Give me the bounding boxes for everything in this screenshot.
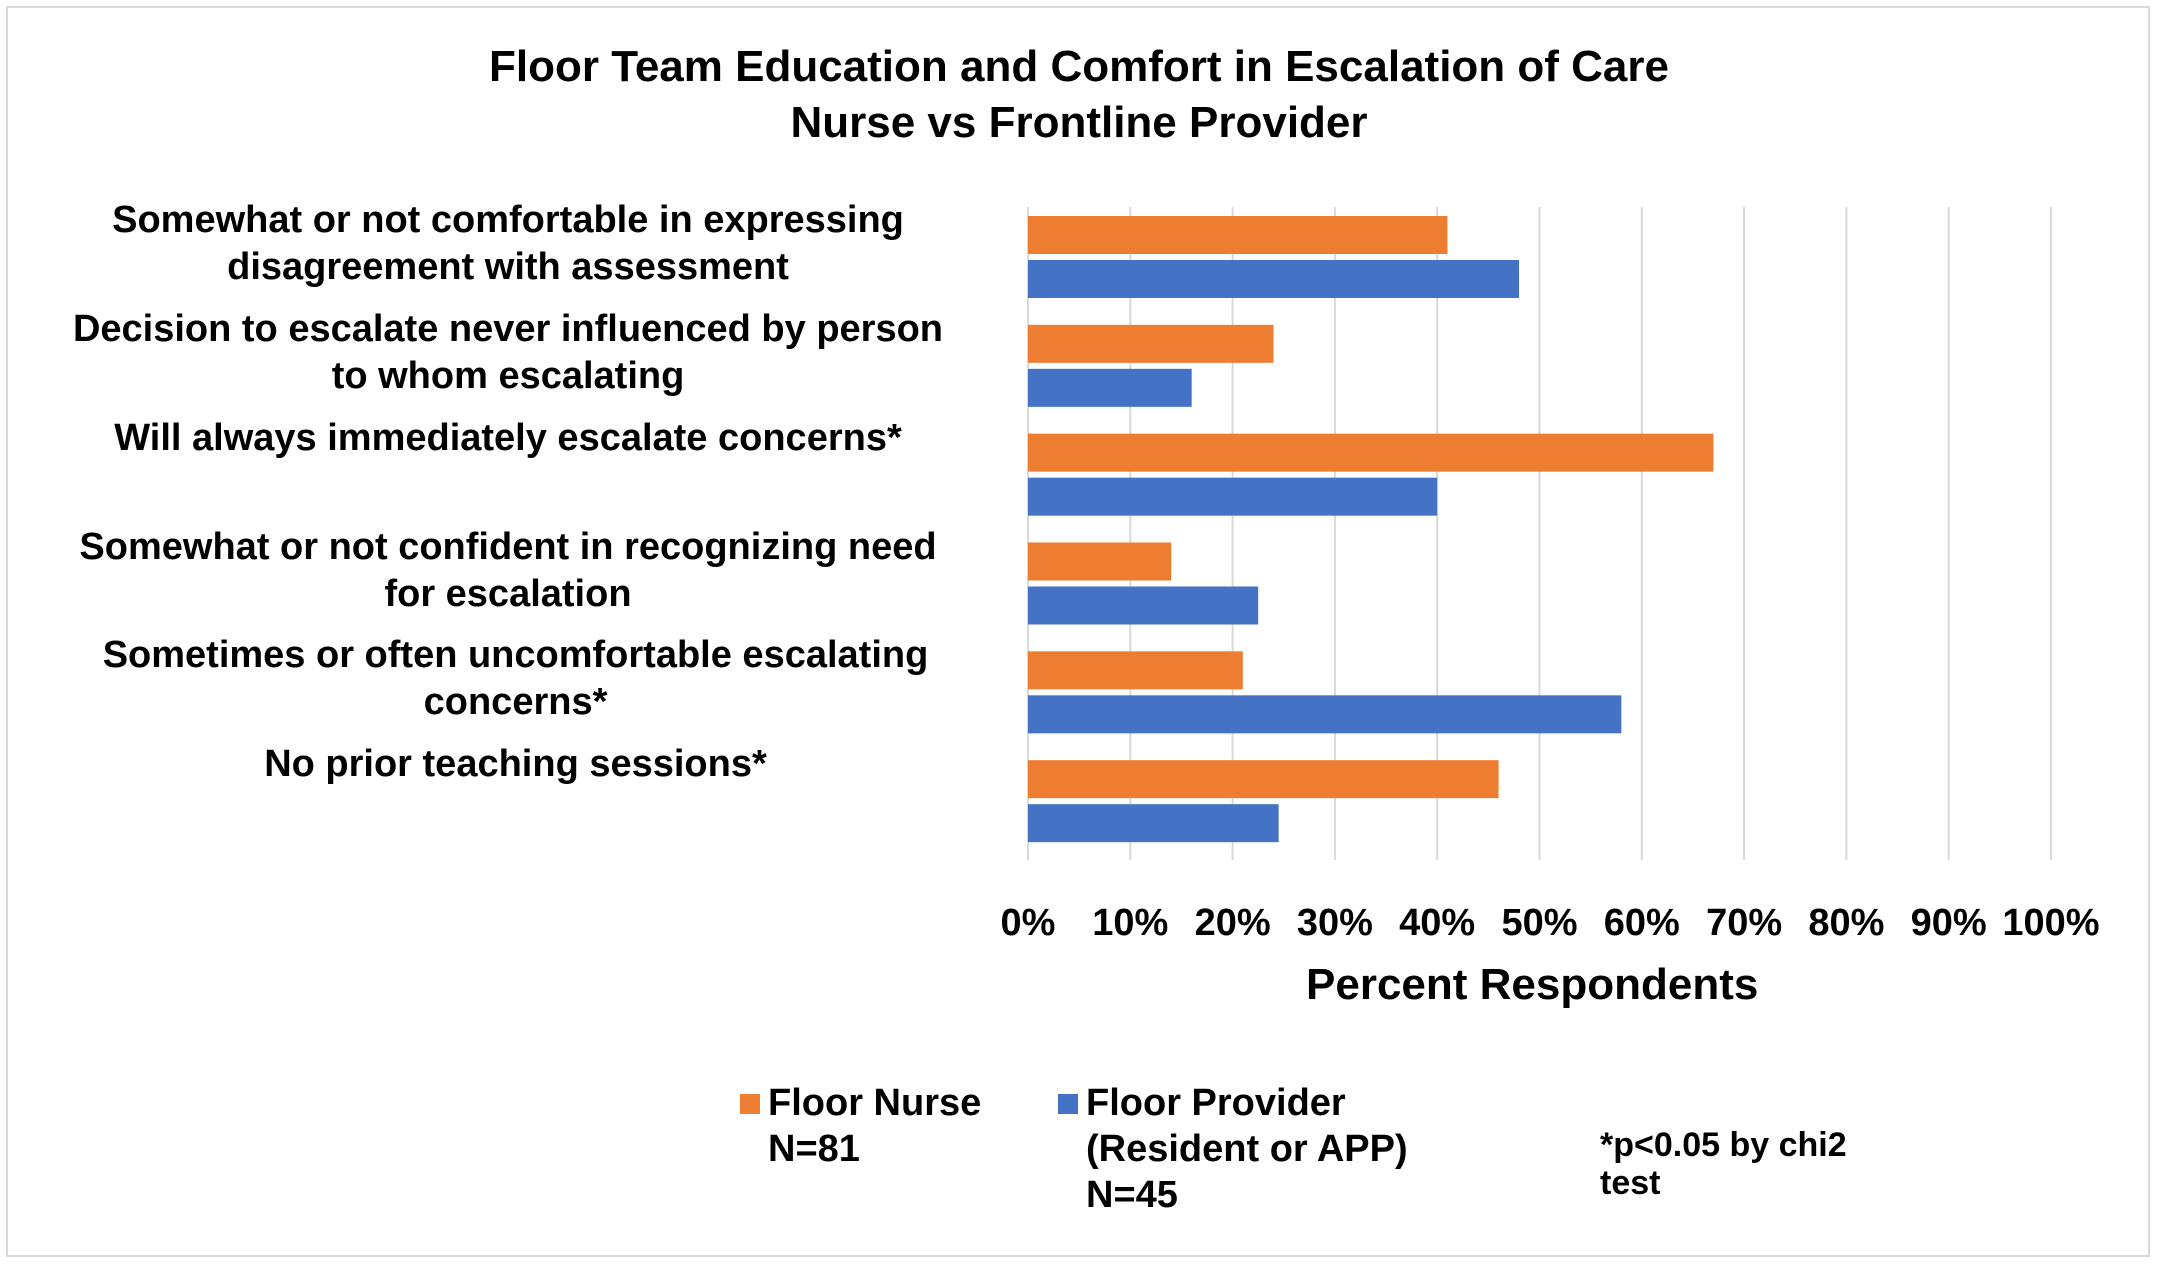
x-tick-label: 100% — [2002, 902, 2099, 944]
significance-footnote: *p<0.05 by chi2 test — [1600, 1126, 1847, 1202]
legend-label-floor-provider: Floor Provider (Resident or APP) N=45 — [1086, 1082, 1408, 1216]
chart-frame — [6, 6, 2150, 1257]
bar-series-floor-provider — [1028, 586, 1259, 625]
legend-label-floor-nurse: Floor Nurse N=81 — [768, 1082, 982, 1170]
chart-title: Floor Team Education and Comfort in Esca… — [489, 42, 1669, 91]
category-label-line: concerns* — [423, 681, 608, 724]
category-label: Sometimes or often uncomfortable escalat… — [28, 632, 1003, 726]
category-label: Will always immediately escalate concern… — [28, 415, 988, 462]
bar-series-floor-nurse — [1028, 433, 1714, 472]
category-label-line: Somewhat or not comfortable in expressin… — [112, 199, 904, 241]
category-label-line: Sometimes or often uncomfortable escalat… — [102, 634, 929, 677]
category-label: Somewhat or not confident in recognizing… — [28, 524, 988, 618]
bar-series-floor-nurse — [1028, 651, 1243, 690]
category-label-line: disagreement with assessment — [227, 246, 789, 288]
bar-series-floor-nurse — [1028, 324, 1274, 363]
category-label-line: Decision to escalate never influenced by… — [72, 307, 944, 350]
category-label-line: Will always immediately escalate concern… — [114, 416, 902, 459]
legend-swatch-floor-nurse — [740, 1094, 760, 1114]
x-tick-label: 20% — [1195, 902, 1271, 944]
bar-series-floor-provider — [1028, 695, 1622, 734]
bar-series-floor-provider — [1028, 368, 1192, 407]
category-label: Decision to escalate never influenced by… — [28, 306, 988, 400]
x-tick-label: 90% — [1911, 902, 1987, 944]
x-tick-label: 10% — [1092, 902, 1168, 944]
category-label-line: for escalation — [384, 572, 632, 615]
category-label-line: No prior teaching sessions* — [264, 743, 767, 786]
bar-series-floor-nurse — [1028, 216, 1448, 254]
bar-series-floor-provider — [1028, 804, 1279, 843]
bar-series-floor-provider — [1028, 477, 1438, 516]
bar-series-floor-nurse — [1028, 542, 1172, 581]
x-tick-label: 0% — [1001, 902, 1056, 944]
category-label-line: to whom escalating — [331, 354, 685, 397]
category-label-line: Somewhat or not confident in recognizing… — [79, 525, 937, 568]
x-tick-label: 50% — [1501, 902, 1577, 944]
category-label: Somewhat or not comfortable in expressin… — [28, 197, 988, 291]
bar-series-floor-nurse — [1028, 760, 1499, 799]
x-tick-label: 60% — [1604, 902, 1680, 944]
x-tick-label: 80% — [1808, 902, 1884, 944]
x-tick-label: 70% — [1706, 902, 1782, 944]
x-tick-label: 40% — [1399, 902, 1475, 944]
x-tick-label: 30% — [1297, 902, 1373, 944]
bar-series-floor-provider — [1028, 260, 1520, 298]
category-label: No prior teaching sessions* — [28, 741, 1003, 788]
legend-swatch-floor-provider — [1058, 1094, 1078, 1114]
chart-subtitle: Nurse vs Frontline Provider — [790, 98, 1368, 147]
x-axis-title: Percent Respondents — [1306, 960, 1759, 1009]
